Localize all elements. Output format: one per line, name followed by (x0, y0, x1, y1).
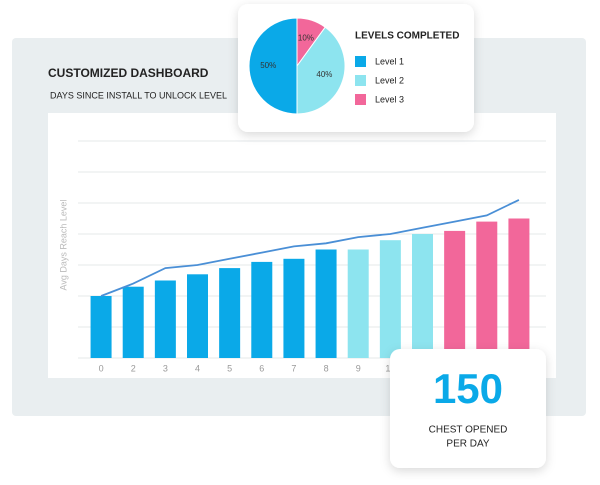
pie-slice (248, 17, 298, 115)
stat-card (390, 349, 546, 468)
legend-swatch (355, 75, 366, 86)
pie-slice (296, 26, 346, 115)
bar (154, 280, 176, 358)
bar (122, 286, 144, 358)
x-tick-label: 9 (356, 363, 361, 373)
bar (476, 221, 498, 358)
bar (219, 268, 241, 358)
stat-label: CHEST OPENED (429, 425, 508, 436)
pie-title: LEVELS COMPLETED (355, 31, 459, 42)
bar (379, 240, 401, 358)
bar (347, 249, 369, 358)
pie-label: 40% (316, 70, 332, 79)
x-tick-label: 7 (291, 363, 296, 373)
bar (444, 230, 466, 358)
pie-label: 10% (298, 34, 314, 43)
trend-line (100, 199, 520, 297)
y-axis-label: Avg Days Reach Level (58, 200, 68, 291)
legend-swatch (355, 56, 366, 67)
legend-label: Level 1 (375, 56, 404, 66)
dashboard-subtitle: DAYS SINCE INSTALL TO UNLOCK LEVEL (50, 90, 227, 100)
x-tick-label: 8 (324, 363, 329, 373)
x-tick-label: 3 (163, 363, 168, 373)
x-tick-label: 5 (227, 363, 232, 373)
x-tick-label: 4 (195, 363, 200, 373)
x-tick-label: 6 (259, 363, 264, 373)
bar (187, 274, 208, 358)
bar (251, 261, 273, 358)
legend-label: Level 2 (375, 75, 404, 85)
legend-swatch (355, 94, 366, 105)
x-tick-label: 0 (99, 363, 104, 373)
dashboard-title: CUSTOMIZED DASHBOARD (48, 66, 209, 80)
bar (90, 296, 112, 358)
legend-label: Level 3 (375, 94, 404, 104)
stat-value: 150 (433, 365, 503, 412)
pie-label: 50% (260, 61, 276, 70)
bar (508, 218, 530, 358)
stat-label: PER DAY (446, 439, 489, 450)
bar (283, 258, 305, 358)
bar (315, 249, 337, 358)
bar (412, 234, 433, 358)
pie-chart: 10% 40% 50% Level 1 Level 2 Level 3 (248, 17, 404, 115)
x-tick-label: 2 (131, 363, 136, 373)
